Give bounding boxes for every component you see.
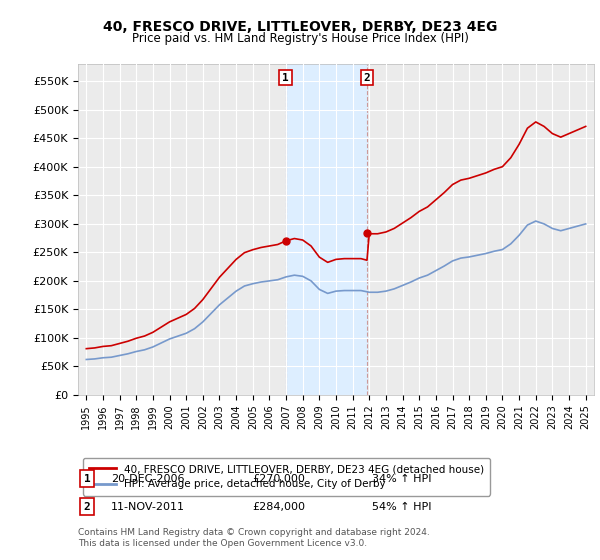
Text: 1: 1 [282,73,289,83]
Text: 40, FRESCO DRIVE, LITTLEOVER, DERBY, DE23 4EG: 40, FRESCO DRIVE, LITTLEOVER, DERBY, DE2… [103,20,497,34]
Text: £270,000: £270,000 [252,474,305,484]
Text: 20-DEC-2006: 20-DEC-2006 [111,474,185,484]
Text: 2: 2 [364,73,370,83]
Text: 1: 1 [83,474,91,484]
Bar [286,64,367,395]
Text: 54% ↑ HPI: 54% ↑ HPI [372,502,431,512]
Text: Contains HM Land Registry data © Crown copyright and database right 2024.
This d: Contains HM Land Registry data © Crown c… [78,528,430,548]
Text: 2: 2 [83,502,91,512]
Text: 34% ↑ HPI: 34% ↑ HPI [372,474,431,484]
Text: £284,000: £284,000 [252,502,305,512]
Text: Price paid vs. HM Land Registry's House Price Index (HPI): Price paid vs. HM Land Registry's House … [131,32,469,45]
Legend: 40, FRESCO DRIVE, LITTLEOVER, DERBY, DE23 4EG (detached house), HPI: Average pri: 40, FRESCO DRIVE, LITTLEOVER, DERBY, DE2… [83,458,490,496]
Text: 11-NOV-2011: 11-NOV-2011 [111,502,185,512]
